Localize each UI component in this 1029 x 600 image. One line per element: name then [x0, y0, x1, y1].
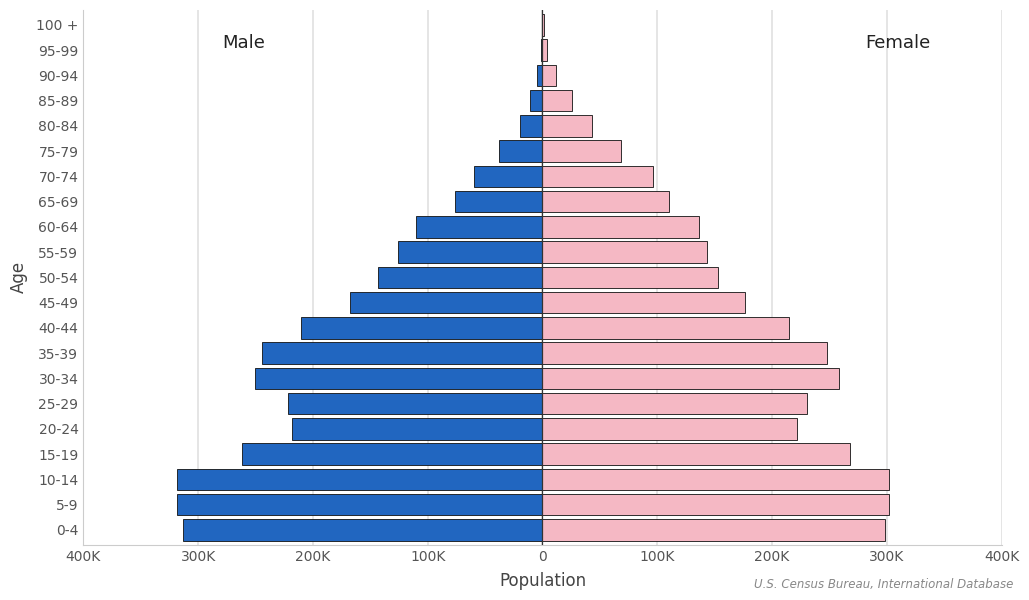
Bar — [183, 519, 542, 541]
Bar — [499, 140, 542, 162]
Bar — [542, 115, 592, 137]
Bar — [350, 292, 542, 313]
Bar — [542, 90, 572, 112]
Y-axis label: Age: Age — [9, 262, 28, 293]
Bar — [379, 266, 542, 288]
Text: U.S. Census Bureau, International Database: U.S. Census Bureau, International Databa… — [754, 578, 1014, 591]
Bar — [398, 241, 542, 263]
Bar — [541, 40, 542, 61]
Bar — [542, 40, 547, 61]
Bar — [542, 368, 839, 389]
Bar — [542, 241, 707, 263]
Bar — [542, 343, 827, 364]
Bar — [416, 216, 542, 238]
Bar — [542, 469, 889, 490]
Bar — [542, 519, 885, 541]
Text: Female: Female — [865, 34, 931, 52]
Bar — [542, 216, 699, 238]
Bar — [262, 343, 542, 364]
Bar — [542, 266, 718, 288]
Bar — [177, 494, 542, 515]
Bar — [542, 140, 620, 162]
Bar — [177, 469, 542, 490]
Bar — [301, 317, 542, 338]
X-axis label: Population: Population — [499, 572, 587, 590]
Bar — [542, 393, 807, 415]
Bar — [473, 166, 542, 187]
Text: Male: Male — [222, 34, 265, 52]
Bar — [255, 368, 542, 389]
Bar — [530, 90, 542, 112]
Bar — [542, 65, 557, 86]
Bar — [242, 443, 542, 465]
Bar — [542, 494, 889, 515]
Bar — [542, 191, 669, 212]
Bar — [542, 418, 797, 440]
Bar — [455, 191, 542, 212]
Bar — [520, 115, 542, 137]
Bar — [542, 443, 850, 465]
Bar — [542, 166, 652, 187]
Bar — [288, 393, 542, 415]
Bar — [542, 317, 789, 338]
Bar — [542, 14, 543, 35]
Bar — [542, 292, 745, 313]
Bar — [292, 418, 542, 440]
Bar — [537, 65, 542, 86]
